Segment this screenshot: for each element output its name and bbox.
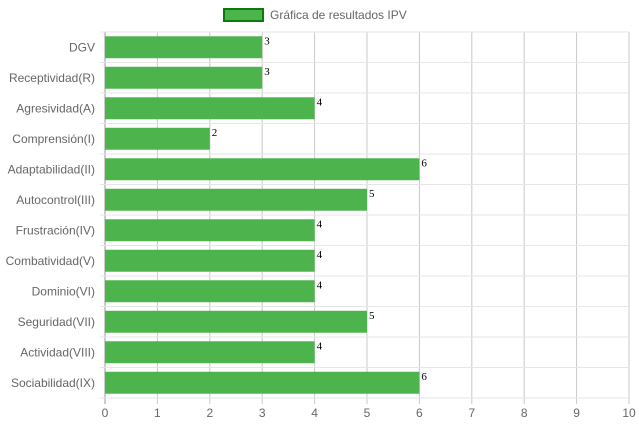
data-label: 4 xyxy=(317,218,323,230)
y-tick-label: Combatividad(V) xyxy=(6,254,95,268)
bar[interactable] xyxy=(105,36,263,59)
y-tick-label: Dominio(VI) xyxy=(32,284,95,298)
data-label: 2 xyxy=(212,127,218,139)
data-label: 4 xyxy=(317,249,323,261)
bar[interactable] xyxy=(105,97,315,120)
bar[interactable] xyxy=(105,188,367,211)
y-tick-label: Comprensión(I) xyxy=(12,132,95,146)
x-tick-label: 3 xyxy=(259,406,266,420)
y-tick-label: Seguridad(VII) xyxy=(18,315,95,329)
x-tick-label: 6 xyxy=(416,406,423,420)
bar[interactable] xyxy=(105,310,367,333)
x-tick-label: 0 xyxy=(102,406,109,420)
x-tick-label: 4 xyxy=(311,406,318,420)
bar[interactable] xyxy=(105,219,315,242)
y-axis: DGV Receptividad(R) Agresividad(A) Comprens… xyxy=(6,40,95,390)
bar[interactable] xyxy=(105,66,263,89)
x-tick-label: 8 xyxy=(521,406,528,420)
data-label: 5 xyxy=(369,188,375,200)
y-tick-label: Frustración(IV) xyxy=(16,223,95,237)
bar[interactable] xyxy=(105,371,420,394)
data-label: 4 xyxy=(317,279,323,291)
x-tick-label: 7 xyxy=(468,406,475,420)
x-tick-label: 10 xyxy=(622,406,636,420)
legend-swatch xyxy=(223,8,264,22)
bar[interactable] xyxy=(105,158,420,181)
legend-label: Gráfica de resultados IPV xyxy=(270,8,407,22)
y-tick-label: Actividad(VIII) xyxy=(20,345,95,359)
data-label: 4 xyxy=(317,96,323,108)
y-tick-label: DGV xyxy=(69,40,95,54)
legend[interactable]: Gráfica de resultados IPV xyxy=(223,8,407,22)
y-tick-label: Receptividad(R) xyxy=(9,71,95,85)
bar[interactable] xyxy=(105,280,315,303)
x-tick-label: 5 xyxy=(364,406,371,420)
data-label: 4 xyxy=(317,340,323,352)
x-tick-label: 1 xyxy=(154,406,161,420)
y-tick-label: Adaptabilidad(II) xyxy=(8,162,95,176)
data-label: 5 xyxy=(369,310,375,322)
x-axis: 0 1 2 3 4 5 6 7 8 9 10 xyxy=(102,406,636,420)
data-label: 3 xyxy=(264,35,270,47)
y-tick-label: Autocontrol(III) xyxy=(16,193,95,207)
y-tick-label: Agresividad(A) xyxy=(16,101,95,115)
x-tick-label: 9 xyxy=(573,406,580,420)
data-label: 3 xyxy=(264,66,270,78)
bar[interactable] xyxy=(105,249,315,272)
data-label: 6 xyxy=(421,371,427,383)
bars xyxy=(105,36,420,394)
gridlines xyxy=(100,31,630,404)
data-labels: 3 3 4 2 6 5 4 4 4 5 4 6 xyxy=(212,35,428,383)
data-label: 6 xyxy=(421,157,427,169)
y-tick-label: Sociabilidad(IX) xyxy=(11,376,95,390)
bar[interactable] xyxy=(105,341,315,364)
bar[interactable] xyxy=(105,127,210,150)
x-tick-label: 2 xyxy=(206,406,213,420)
